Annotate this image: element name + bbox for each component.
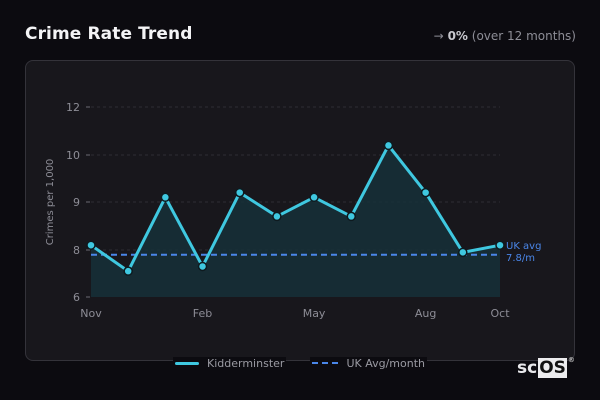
data-point[interactable] xyxy=(197,261,208,272)
data-point[interactable] xyxy=(458,247,468,258)
avg-annotation-line2: 7.8/m xyxy=(506,253,535,264)
chart-title: Crime Rate Trend xyxy=(25,24,193,44)
y-tick-label: 12 xyxy=(66,101,80,114)
legend-label: UK Avg/month xyxy=(346,356,425,370)
data-point[interactable] xyxy=(309,192,319,203)
registered-mark-icon: ® xyxy=(567,356,575,364)
series-area xyxy=(91,145,500,297)
y-tick-label: 6 xyxy=(73,291,80,304)
x-tick-label: Nov xyxy=(80,307,102,320)
solid-line-swatch-icon xyxy=(175,361,200,365)
legend-item-kidderminster[interactable]: Kidderminster xyxy=(173,356,287,370)
series-line-kidderminster xyxy=(89,143,502,273)
data-point[interactable] xyxy=(86,240,96,250)
x-tick-label: May xyxy=(303,307,326,320)
chart-legend: Kidderminster UK Avg/month xyxy=(0,355,600,371)
x-tick-label: Oct xyxy=(490,307,510,320)
trend-arrow-icon: → xyxy=(433,29,444,43)
y-tick-label: 10 xyxy=(66,149,80,162)
y-tick-label: 9 xyxy=(73,196,80,209)
x-tick-label: Aug xyxy=(415,307,436,320)
data-point[interactable] xyxy=(160,192,171,203)
data-points xyxy=(86,140,505,276)
brand-logo: sc OS ® xyxy=(517,356,575,378)
data-point[interactable] xyxy=(234,187,245,198)
x-tick-label: Feb xyxy=(193,307,212,320)
data-point[interactable] xyxy=(272,211,282,222)
legend-label: Kidderminster xyxy=(207,356,285,370)
avg-annotation-line1: UK avg xyxy=(506,241,541,252)
data-point[interactable] xyxy=(346,211,357,222)
y-tick-label: 8 xyxy=(73,244,80,257)
trend-period: (over 12 months) xyxy=(471,29,576,43)
dashed-line-swatch-icon xyxy=(312,362,339,364)
data-point[interactable] xyxy=(495,240,505,250)
y-axis: 6 8 9 10 12 xyxy=(66,101,90,304)
trend-percent: 0% xyxy=(447,29,468,43)
brand-highlight: OS xyxy=(538,358,567,378)
data-point[interactable] xyxy=(383,140,394,151)
brand-prefix: sc xyxy=(517,358,538,378)
x-axis: Nov Feb May Aug Oct xyxy=(80,307,510,320)
trend-summary: → 0% (over 12 months) xyxy=(434,29,576,43)
legend-item-uk-avg[interactable]: UK Avg/month xyxy=(310,356,427,370)
y-axis-label: Crimes per 1,000 xyxy=(45,159,56,246)
data-point[interactable] xyxy=(420,187,431,198)
data-point[interactable] xyxy=(123,266,133,276)
